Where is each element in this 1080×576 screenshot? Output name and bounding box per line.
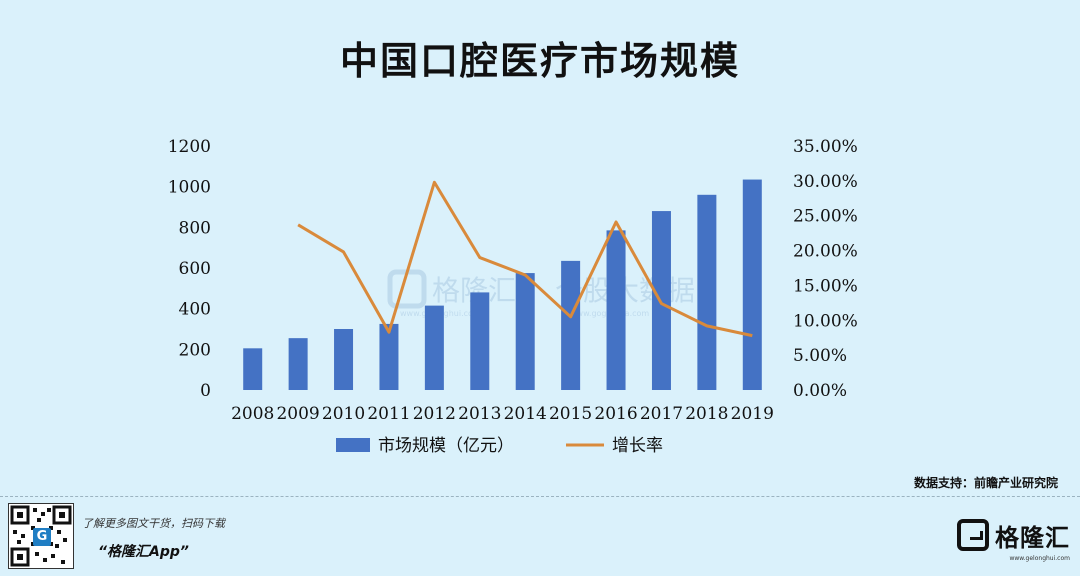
qr-logo-icon: G [33,528,51,546]
bar-2008 [243,348,263,390]
x-tick-label: 2016 [594,404,637,424]
y-right-tick-label: 20.00% [793,242,858,262]
y-left-tick-label: 1200 [168,137,211,157]
x-axis: 2008 2009 2010 2011 2012 2013 2014 2015 2016 2017… [231,404,774,424]
x-tick-label: 2010 [322,404,365,424]
y-right-tick-label: 35.00% [793,137,858,157]
chart-svg: 格隆汇 个股大数据 www.gelonghui.com www.gogudata… [168,137,858,456]
bar-2015 [561,260,581,390]
brand-name: 格隆汇 [995,523,1070,552]
legend-line-label: 增长率 [612,436,663,456]
y-right-tick-label: 25.00% [793,207,858,227]
y-left-tick-label: 1000 [168,178,211,198]
y-left-tick-label: 200 [179,340,211,360]
x-tick-label: 2018 [685,404,728,424]
brand-url: www.gelonghui.com [1009,555,1070,562]
x-tick-label: 2019 [731,404,774,424]
chart-title: 中国口腔医疗市场规模 [339,39,740,83]
bar-2012 [424,305,444,390]
x-tick-label: 2017 [640,404,683,424]
growth-line-layer [297,180,753,338]
x-tick-label: 2008 [231,404,274,424]
y-left-tick-label: 0 [200,381,211,401]
legend: 市场规模（亿元） 增长率 [336,436,663,456]
right-axis: 0.00% 5.00% 10.00% 15.00% 20.00% 25.00% 30.00%… [793,137,858,401]
y-left-tick-label: 800 [179,218,211,238]
bar-2016 [606,230,626,390]
footer-divider [0,496,1080,497]
bar-2018 [697,194,717,390]
footer-app-name: “格隆汇App” [98,544,189,560]
x-tick-label: 2009 [276,404,319,424]
y-right-tick-label: 15.00% [793,276,858,296]
x-tick-label: 2013 [458,404,501,424]
footer-tagline: 了解更多图文干货，扫码下载 [82,517,225,530]
bar-2013 [470,292,490,390]
bar-2010 [334,329,354,390]
bar-2009 [288,338,308,390]
x-tick-label: 2012 [413,404,456,424]
bar-2011 [379,323,399,390]
bar-2014 [515,273,535,390]
y-right-tick-label: 0.00% [793,381,847,401]
left-axis: 0 200 400 600 800 1000 1200 [168,137,211,401]
y-right-tick-label: 5.00% [793,346,847,366]
brand-logo-icon [957,519,989,551]
qr-code[interactable]: G [8,503,74,569]
y-left-tick-label: 600 [179,259,211,279]
x-tick-label: 2015 [549,404,592,424]
legend-bar-label: 市场规模（亿元） [378,436,514,456]
x-tick-label: 2014 [504,404,547,424]
y-left-tick-label: 400 [179,300,211,320]
bar-2019 [742,179,762,390]
y-right-tick-label: 10.00% [793,311,858,331]
y-right-tick-label: 30.00% [793,172,858,192]
data-source: 数据支持：前瞻产业研究院 [913,476,1058,490]
x-tick-label: 2011 [367,404,410,424]
legend-bar-swatch [336,438,370,452]
brand-logo[interactable]: 格隆汇 [957,515,1070,555]
